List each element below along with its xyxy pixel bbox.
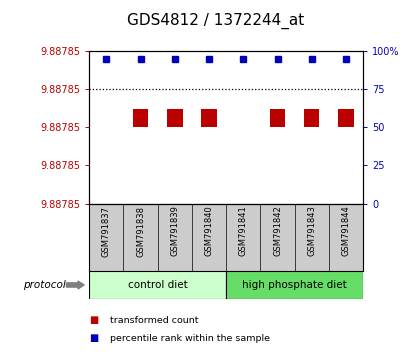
Text: GSM791837: GSM791837: [102, 206, 111, 257]
Bar: [201, 109, 217, 127]
Bar: [226, 271, 363, 299]
Text: GSM791842: GSM791842: [273, 206, 282, 256]
Bar: [338, 109, 354, 127]
Text: protocol: protocol: [23, 280, 66, 290]
Text: GSM791838: GSM791838: [136, 206, 145, 257]
Text: transformed count: transformed count: [110, 316, 198, 325]
Text: GDS4812 / 1372244_at: GDS4812 / 1372244_at: [127, 12, 305, 29]
Text: GSM791840: GSM791840: [205, 206, 214, 256]
Bar: [89, 271, 226, 299]
Text: percentile rank within the sample: percentile rank within the sample: [110, 333, 270, 343]
Text: control diet: control diet: [128, 280, 188, 290]
Text: GSM791839: GSM791839: [170, 206, 179, 256]
Text: GSM791844: GSM791844: [342, 206, 351, 256]
Text: high phosphate diet: high phosphate diet: [242, 280, 347, 290]
Bar: [133, 109, 148, 127]
Bar: [270, 109, 285, 127]
Bar: [304, 109, 320, 127]
Text: ■: ■: [89, 333, 98, 343]
Text: GSM791843: GSM791843: [307, 206, 316, 256]
Text: GSM791841: GSM791841: [239, 206, 248, 256]
Text: ■: ■: [89, 315, 98, 325]
Bar: [167, 109, 183, 127]
